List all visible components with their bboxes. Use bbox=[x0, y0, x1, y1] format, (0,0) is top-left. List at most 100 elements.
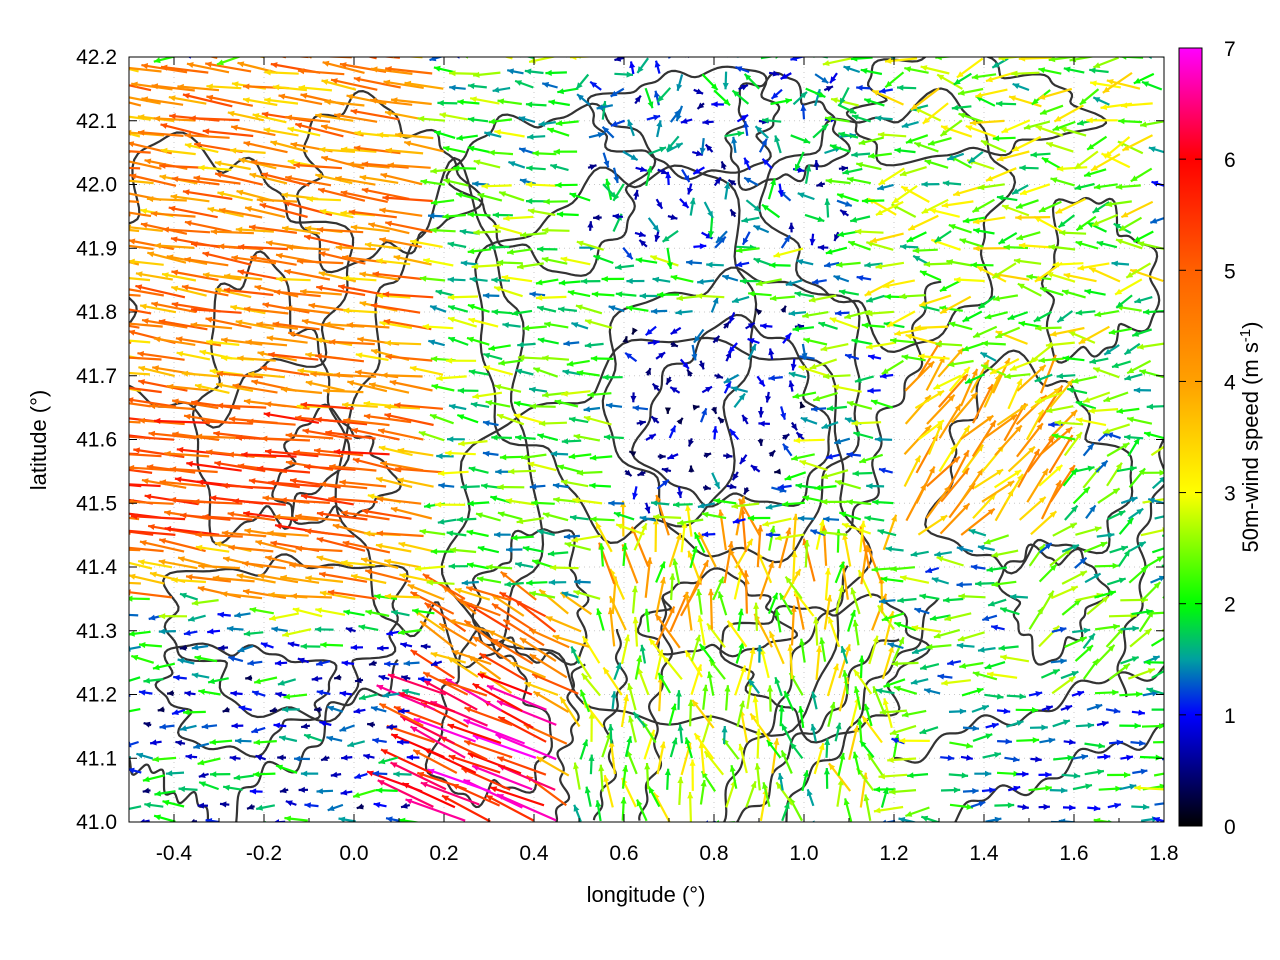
wind-vector bbox=[195, 531, 243, 538]
wind-vector bbox=[846, 451, 862, 458]
wind-vector bbox=[177, 658, 195, 665]
wind-vector-head bbox=[263, 411, 271, 418]
wind-vector bbox=[384, 660, 399, 667]
wind-vector-head bbox=[839, 511, 847, 518]
wind-vector bbox=[461, 579, 479, 586]
wind-vector-head bbox=[378, 445, 386, 452]
wind-vector-head bbox=[1045, 785, 1052, 792]
wind-vector bbox=[627, 683, 637, 711]
wind-vector-shaft bbox=[129, 805, 142, 811]
wind-vector-head bbox=[996, 469, 1004, 476]
wind-vector bbox=[230, 690, 243, 697]
wind-vector bbox=[137, 559, 173, 569]
wind-vector bbox=[827, 701, 836, 728]
wind-vector bbox=[341, 401, 378, 408]
wind-vector bbox=[1052, 522, 1078, 537]
wind-vector bbox=[1071, 690, 1085, 697]
wind-vector-head bbox=[695, 634, 701, 642]
wind-vector-head bbox=[398, 817, 406, 822]
wind-vector-head bbox=[183, 629, 191, 636]
wind-vector bbox=[340, 754, 353, 761]
wind-vector bbox=[380, 460, 424, 472]
wind-vector-head bbox=[799, 401, 806, 409]
wind-vector-head bbox=[379, 703, 387, 710]
wind-vector bbox=[497, 511, 523, 521]
wind-vector-head bbox=[961, 374, 968, 381]
wind-vector bbox=[446, 530, 467, 537]
wind-vector bbox=[327, 803, 344, 812]
wind-vector-shaft bbox=[390, 761, 447, 791]
wind-vector-head bbox=[1069, 804, 1076, 811]
wind-vector-head bbox=[645, 368, 651, 376]
wind-vector-head bbox=[363, 413, 371, 420]
wind-vector-head bbox=[1071, 505, 1078, 513]
wind-vector bbox=[782, 433, 790, 441]
wind-vector-head bbox=[803, 540, 810, 547]
wind-vector bbox=[1150, 445, 1164, 457]
wind-vector-shaft bbox=[519, 636, 557, 663]
wind-vector bbox=[300, 401, 354, 410]
wind-vector-head bbox=[826, 594, 833, 602]
wind-vector bbox=[872, 499, 894, 506]
wind-vector-head bbox=[445, 450, 452, 457]
wind-vector-shaft bbox=[514, 599, 557, 633]
wind-vector bbox=[745, 780, 757, 808]
wind-vector-head bbox=[268, 591, 275, 598]
wind-vector-shaft bbox=[429, 700, 488, 727]
wind-vector bbox=[977, 544, 995, 552]
wind-vector-head bbox=[537, 433, 545, 440]
wind-vector-head bbox=[350, 644, 358, 651]
wind-vector-head bbox=[418, 676, 425, 683]
wind-vector-head bbox=[821, 498, 828, 505]
wind-vector bbox=[708, 658, 726, 680]
wind-vector-head bbox=[237, 355, 244, 362]
wind-vector bbox=[1132, 768, 1148, 775]
wind-vector-shaft bbox=[129, 516, 140, 521]
wind-vector-shaft bbox=[448, 619, 490, 633]
wind-vector bbox=[329, 821, 331, 822]
wind-vector-head bbox=[752, 695, 759, 703]
wind-vector-shaft bbox=[981, 480, 1015, 503]
wind-vector-shaft bbox=[319, 482, 368, 490]
wind-vector bbox=[791, 550, 798, 584]
wind-vector-head bbox=[472, 636, 480, 643]
wind-vector-head bbox=[527, 461, 535, 468]
wind-vector-head bbox=[279, 787, 287, 794]
wind-vector-head bbox=[1038, 357, 1045, 364]
wind-vector-head bbox=[937, 420, 944, 427]
wind-vector bbox=[360, 557, 399, 569]
wind-vector bbox=[347, 380, 388, 393]
wind-vector bbox=[191, 599, 219, 606]
wind-vector bbox=[303, 733, 323, 742]
wind-vector bbox=[1062, 355, 1085, 362]
wind-vector-head bbox=[563, 340, 570, 347]
wind-vector bbox=[1049, 464, 1076, 503]
wind-vector-shaft bbox=[148, 432, 197, 440]
wind-vector-head bbox=[853, 686, 860, 694]
wind-vector-shaft bbox=[289, 478, 341, 489]
wind-vector-head bbox=[574, 578, 581, 585]
wind-vector-head bbox=[977, 544, 985, 551]
wind-vector-head bbox=[454, 587, 462, 594]
wind-vector-head bbox=[1102, 428, 1110, 434]
wind-vector-head bbox=[583, 415, 591, 422]
wind-vector-head bbox=[114, 354, 121, 360]
wind-vector bbox=[262, 820, 267, 822]
wind-vector bbox=[861, 715, 883, 744]
wind-vector-head bbox=[220, 825, 227, 831]
wind-vector bbox=[504, 581, 524, 588]
wind-vector bbox=[756, 524, 764, 568]
wind-vector bbox=[866, 545, 883, 585]
wind-vector bbox=[1038, 426, 1073, 456]
wind-vector-head bbox=[302, 428, 310, 435]
wind-vector-head bbox=[110, 658, 117, 664]
wind-vector bbox=[441, 821, 443, 822]
wind-vector-head bbox=[236, 573, 244, 580]
wind-vector-head bbox=[550, 450, 558, 457]
wind-vector bbox=[456, 413, 479, 424]
wind-vector bbox=[889, 788, 917, 795]
wind-vector bbox=[385, 353, 433, 362]
wind-vector bbox=[622, 335, 629, 344]
wind-vector bbox=[630, 392, 637, 403]
